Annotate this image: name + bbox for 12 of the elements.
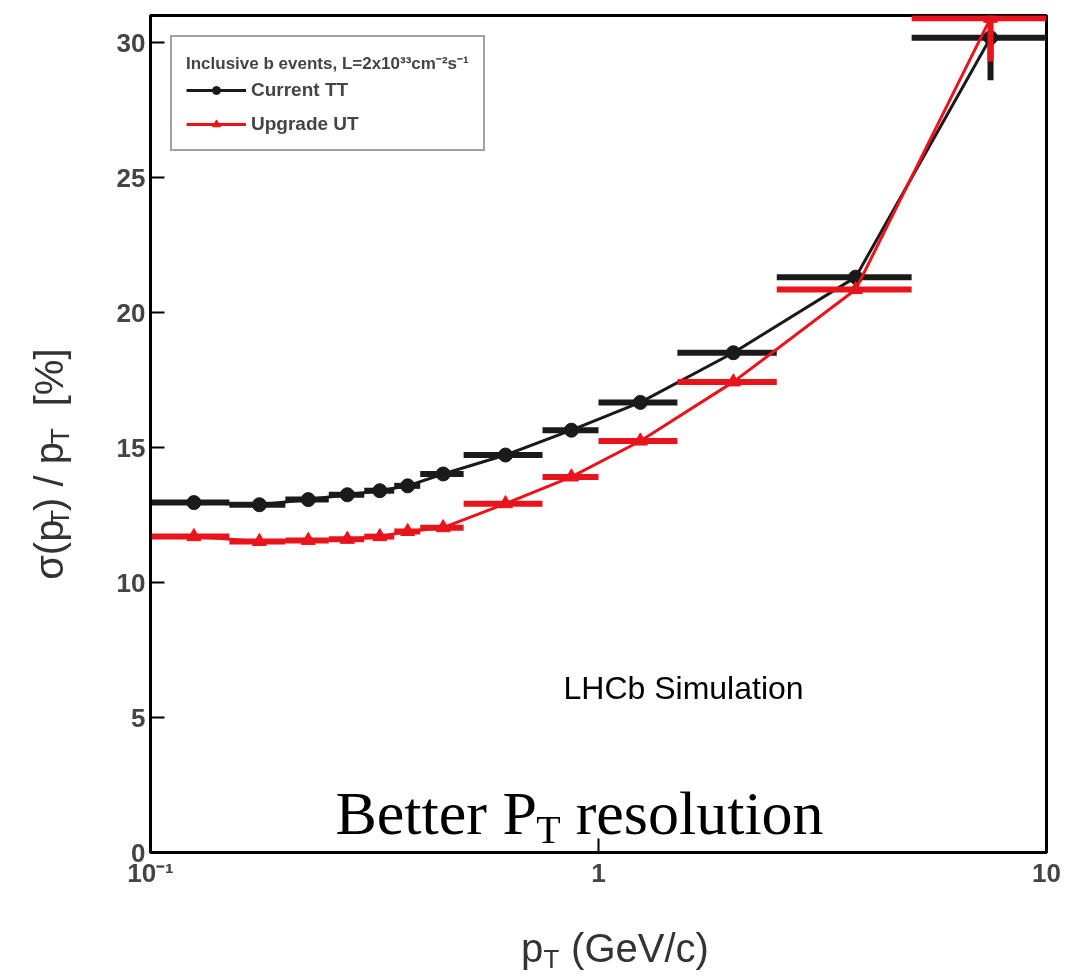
- legend-title: Inclusive b events, L=2x10³³cm⁻²s⁻¹: [186, 53, 469, 74]
- y-tick-label: 25: [116, 162, 146, 193]
- y-tick-label: 20: [116, 297, 146, 328]
- x-tick-label: 10: [1032, 857, 1061, 888]
- annotation: LHCb Simulation: [563, 669, 804, 706]
- y-tick-label: 10: [116, 567, 146, 598]
- legend-label: Upgrade UT: [251, 113, 359, 135]
- y-tick-label: 5: [131, 702, 146, 733]
- legend-label: Current TT: [251, 79, 349, 101]
- y-tick-label: 15: [116, 432, 146, 463]
- x-tick-label: 1: [591, 857, 606, 888]
- y-tick-label: 30: [116, 27, 146, 58]
